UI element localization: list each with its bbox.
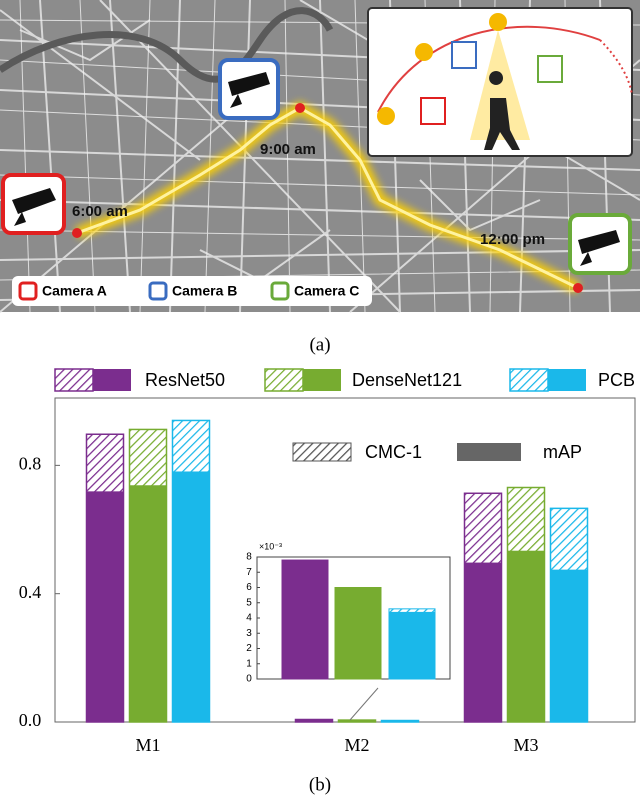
time-label: 12:00 pm (480, 231, 545, 248)
legend-label: DenseNet121 (352, 370, 462, 390)
inset-y-tick-label: 5 (246, 597, 252, 608)
caption: (a) (309, 334, 330, 355)
map-bar (338, 720, 376, 722)
x-tick-label: M1 (135, 735, 160, 755)
inset-y-tick-label: 1 (246, 658, 252, 669)
inset-y-tick-label: 2 (246, 643, 252, 654)
map-bar (507, 550, 545, 722)
inset-y-tick-label: 3 (246, 628, 252, 639)
legend-swatch (509, 368, 549, 392)
inset-map-bar (389, 611, 435, 679)
map-bar (295, 719, 333, 722)
map-bar (172, 471, 210, 722)
legend-swatch (303, 369, 341, 391)
legend-swatch (292, 442, 352, 462)
legend-swatch (93, 369, 131, 391)
legend-label: mAP (543, 442, 582, 462)
y-tick-label: 0.0 (19, 710, 42, 730)
legend-label: ResNet50 (145, 370, 225, 390)
legend-label: CMC-1 (365, 442, 422, 462)
camera-label: Camera C (294, 283, 359, 299)
inset-y-tick-label: 6 (246, 582, 252, 593)
y-tick-label: 0.8 (19, 453, 42, 473)
map: Camera A Camera B Camera C 6:00 am 9:00 … (0, 0, 640, 313)
map-bar (464, 562, 502, 722)
y-tick-label: 0.4 (19, 582, 42, 602)
map-bar (129, 485, 167, 722)
inset-y-tick-label: 0 (246, 674, 252, 685)
camera-label: Camera A (42, 283, 107, 299)
inset-multiplier: ×10⁻³ (259, 541, 282, 551)
inset-y-tick-label: 4 (246, 613, 252, 624)
inset-connector (349, 687, 379, 721)
legend-label: PCB (598, 370, 635, 390)
inset-y-tick-label: 7 (246, 567, 252, 578)
time-label: 9:00 am (260, 141, 316, 158)
inset-map-bar (335, 587, 381, 679)
time-label: 6:00 am (72, 203, 128, 220)
map-bar (86, 491, 124, 722)
map-bar (550, 569, 588, 722)
legend-swatch (457, 443, 521, 461)
legend-swatch (548, 369, 586, 391)
caption: (b) (309, 774, 331, 795)
x-tick-label: M2 (344, 735, 369, 755)
inset-map-bar (282, 560, 328, 679)
chart: 0.0 0.4 0.8 M1 M2 M3 ResNet50 DenseNet121 PCB CMC… (19, 368, 636, 755)
x-tick-label: M3 (513, 735, 538, 755)
camera-label: Camera B (172, 283, 237, 299)
legend-swatch (264, 368, 304, 392)
inset-y-tick-label: 8 (246, 552, 252, 563)
legend-swatch (54, 368, 94, 392)
map-bar (381, 720, 419, 722)
